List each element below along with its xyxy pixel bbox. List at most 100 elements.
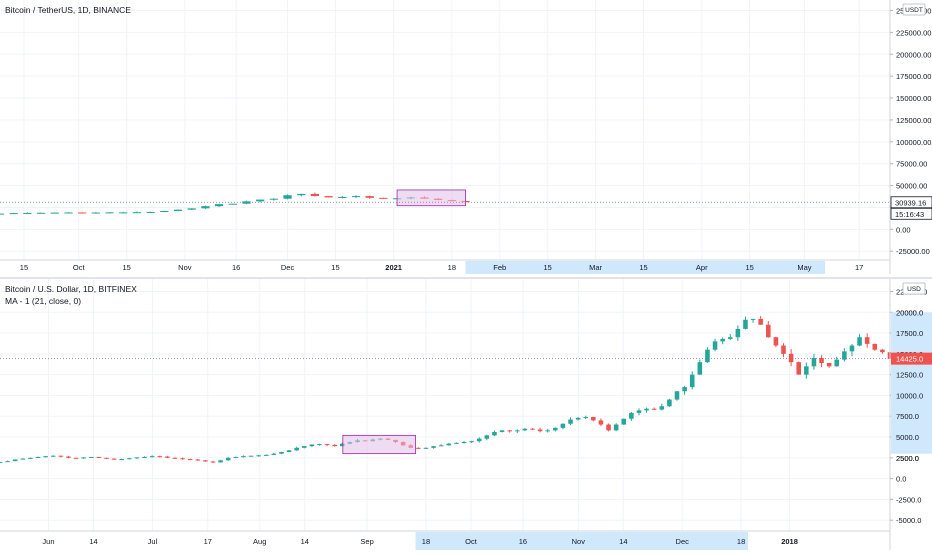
candle-body [28, 457, 33, 459]
candle-body [218, 460, 223, 463]
candle-body [317, 444, 322, 446]
candle-body [324, 444, 330, 446]
candle-body [880, 349, 885, 353]
candle-body [294, 447, 299, 451]
candle-body [537, 429, 543, 432]
currency-badge[interactable] [902, 282, 926, 295]
time-tick-label: Jul [148, 537, 158, 546]
candle-body [50, 455, 56, 457]
candle-body [210, 461, 216, 463]
candle-body [438, 445, 444, 447]
candle-body [35, 456, 41, 458]
time-tick-label: Dec [676, 537, 690, 546]
time-tick-label: 18 [737, 537, 745, 546]
time-tick-label: Feb [493, 263, 506, 272]
candle-body [689, 374, 695, 388]
candle-body [720, 338, 725, 342]
candle-body [160, 210, 169, 213]
candle-body [522, 428, 528, 431]
candle-body [324, 196, 333, 198]
candle-body [469, 441, 474, 443]
price-tick-label: 150000.00 [896, 94, 931, 103]
candle-body [12, 459, 18, 462]
time-tick-label: 15 [745, 263, 753, 272]
candle-body [750, 318, 756, 320]
candle-body [545, 430, 550, 432]
candle-body [187, 208, 196, 210]
candle-body [461, 442, 467, 444]
candle-body [583, 417, 589, 419]
candle-body [568, 419, 573, 424]
candle-body [804, 366, 809, 375]
candle-body [340, 443, 345, 447]
last-price-tag [890, 196, 932, 209]
candle-body [712, 341, 718, 350]
time-tick-label: 15 [544, 263, 552, 272]
candle-body [173, 209, 183, 211]
time-tick-label: 16 [519, 537, 527, 546]
candle-body [241, 456, 246, 458]
candle-body [697, 362, 703, 375]
candle-body [20, 458, 26, 460]
candle-body [332, 444, 337, 447]
candle-body [621, 418, 627, 425]
price-tick-label: 100000.00 [896, 138, 931, 147]
candle-body [43, 456, 48, 458]
candle-body [530, 428, 535, 430]
currency-badge[interactable] [902, 3, 926, 16]
price-tick-label: 75000.00 [896, 160, 927, 169]
price-tick-label: 2500.0 [896, 454, 919, 463]
candle-body [233, 456, 239, 458]
candle-body [811, 358, 817, 367]
price-tick-label: 5000.0 [896, 433, 919, 442]
candle-body [310, 193, 320, 197]
candle-body [781, 345, 786, 354]
candle-body [849, 345, 855, 352]
candle-body [0, 213, 5, 215]
candle-body [560, 423, 566, 428]
candle-body [309, 444, 315, 447]
candle-body [271, 453, 277, 455]
candle-body [636, 410, 642, 413]
candle-body [575, 417, 581, 420]
candle-body [203, 460, 208, 462]
candle-body [507, 430, 512, 432]
price-tick-label: 200000.00 [896, 50, 931, 59]
ma-indicator-label[interactable]: MA - 1 (21, close, 0) [5, 296, 82, 306]
candle-body [758, 318, 763, 325]
price-axis-range-band [891, 312, 932, 454]
time-tick-label: Nov [178, 263, 192, 272]
candle-body [659, 406, 665, 410]
countdown-label: 15:16:43 [895, 210, 924, 219]
price-tick-label: 2500.0 [896, 454, 919, 463]
candle-body [796, 362, 801, 375]
candle-body [279, 451, 284, 454]
candle-body [629, 412, 634, 419]
candle-body [157, 456, 163, 458]
top-pane-title: Bitcoin / TetherUS, 1D, BINANCE [5, 5, 131, 15]
candle-body [9, 213, 18, 215]
candle-body [674, 391, 680, 400]
candle-body [228, 203, 237, 205]
candle-body [96, 456, 102, 458]
currency-badge-label: USD [907, 286, 921, 293]
time-tick-label: 14 [301, 537, 309, 546]
candle-body [416, 447, 421, 449]
price-tick-label: 0.00 [896, 225, 911, 234]
time-tick-label: 2018 [781, 537, 798, 546]
time-axis-range-band [465, 261, 825, 274]
time-axis-range-band [415, 532, 749, 550]
time-tick-label: 14 [89, 537, 97, 546]
candle-body [172, 457, 178, 459]
candle-body [431, 446, 436, 448]
candle-body [743, 319, 748, 329]
candle-body [499, 430, 505, 433]
price-tick-label: 17500.0 [896, 329, 923, 338]
candle-body [165, 456, 170, 458]
last-price-label: 30939.16 [895, 198, 926, 207]
candle-body [64, 212, 73, 214]
candle-body [149, 456, 155, 458]
candle-body [297, 193, 306, 196]
